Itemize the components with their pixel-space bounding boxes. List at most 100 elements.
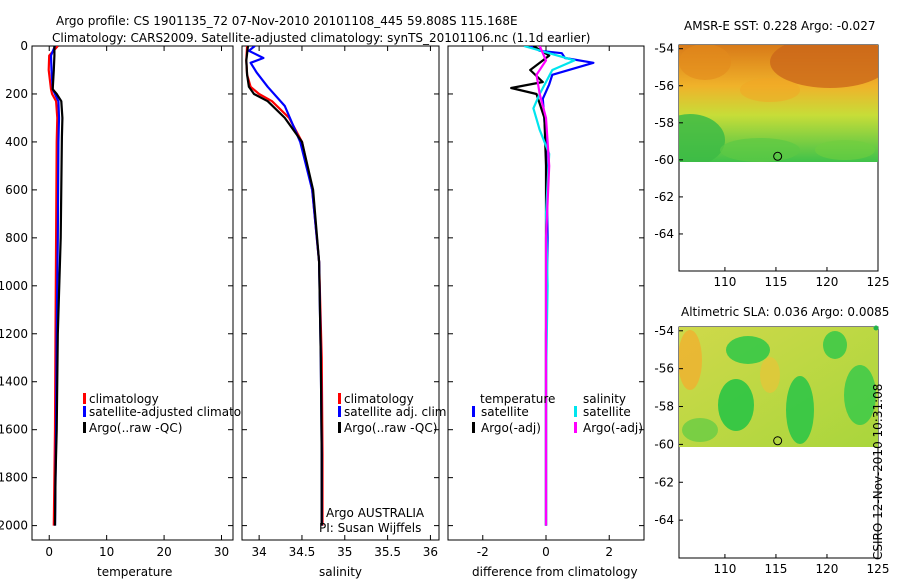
legend-swatch-salinity-argo [574, 422, 577, 433]
x-tick-label: 0 [542, 545, 550, 559]
difference-x-label: difference from climatology [472, 565, 638, 579]
sst-cool-patch [815, 140, 875, 160]
series-line [535, 46, 551, 526]
x-tick-label: 30 [214, 545, 229, 559]
map-y-tick-label: -62 [654, 475, 674, 489]
figure-title-line1: Argo profile: CS 1901135_72 07-Nov-2010 … [56, 14, 518, 28]
legend-label-climatology: climatology [89, 392, 159, 406]
sst-warm-core [770, 45, 878, 88]
map-x-tick-label: 115 [764, 562, 787, 576]
y-tick-label: 1400 [0, 375, 28, 389]
sst-map-axis-ticks: 110 115 120 125 -54 -56 -58 -60 -62 -64 [654, 42, 889, 289]
map-x-tick-label: 125 [867, 275, 890, 289]
legend-label-argo: Argo(..raw -QC) [344, 421, 437, 435]
sla-heatmap-field [679, 327, 878, 447]
legend-label-argo: Argo(..raw -QC) [89, 421, 182, 435]
sst-argo-position-marker [773, 151, 783, 161]
difference-axis-ticks: -2 0 2 [448, 45, 644, 559]
sst-cool-patch [679, 114, 725, 162]
temperature-panel: 0 10 20 30 0 200 400 600 800 1000 1200 1400 1600 1800… [0, 39, 267, 579]
x-tick-label: 20 [156, 545, 171, 559]
legend-header-salinity: salinity [583, 392, 626, 406]
legend-header-temperature: temperature [480, 392, 555, 406]
x-tick-label: 34.5 [289, 545, 316, 559]
sla-low-patch [786, 376, 814, 444]
map-x-tick-label: 115 [764, 275, 787, 289]
y-tick-label: 800 [5, 231, 28, 245]
map-y-tick-label: -56 [654, 79, 674, 93]
sla-map-panel: Altimetric SLA: 0.036 Argo: 0.0085 110 11… [654, 305, 889, 576]
pi-annotation: PI: Susan Wijffels [319, 521, 421, 535]
x-tick-label: 10 [99, 545, 114, 559]
sla-low-patch [682, 418, 718, 442]
legend-swatch-argo [338, 422, 341, 433]
sst-map-title: AMSR-E SST: 0.228 Argo: -0.027 [684, 19, 875, 33]
y-tick-label: 600 [5, 183, 28, 197]
sla-high-patch [760, 357, 780, 393]
legend-label-temperature-satellite: satellite [481, 405, 529, 419]
sla-map-title: Altimetric SLA: 0.036 Argo: 0.0085 [681, 305, 889, 319]
x-tick-label: 34 [251, 545, 266, 559]
sla-low-patch [844, 365, 876, 425]
map-y-tick-label: -54 [654, 42, 674, 56]
sla-low-patch [726, 336, 770, 364]
map-x-tick-label: 110 [713, 562, 736, 576]
salinity-axis-ticks: 34 34.5 35 35.5 36 [242, 45, 439, 559]
footer-timestamp: CSIRO 12-Nov-2010 10:31:08 [871, 383, 885, 560]
legend-swatch-satellite-adj [338, 406, 341, 417]
sst-heatmap-field [679, 45, 878, 162]
salinity-plot-frame [241, 45, 440, 541]
y-tick-label: 200 [5, 87, 28, 101]
map-y-tick-label: -58 [654, 400, 674, 414]
legend-label-satellite-adjusted: satellite-adjusted climatology [89, 405, 267, 419]
map-y-tick-label: -54 [654, 324, 674, 338]
sst-warm-patch [740, 78, 800, 102]
x-tick-label: 35.5 [374, 545, 401, 559]
map-y-tick-label: -60 [654, 437, 674, 451]
temperature-plot-frame [31, 45, 234, 541]
legend-label-satellite-adj: satellite adj. clim. [344, 405, 450, 419]
difference-legend: temperature salinity satellite Argo(-adj… [472, 392, 643, 435]
temperature-axis-ticks: 0 10 20 30 0 200 400 600 800 1000 1200 1400 1600 1800… [0, 39, 233, 559]
map-x-tick-label: 110 [713, 275, 736, 289]
legend-swatch-argo [83, 422, 86, 433]
map-y-tick-label: -64 [654, 227, 674, 241]
sst-warm-patch [679, 45, 731, 80]
legend-swatch-climatology [338, 393, 341, 404]
map-x-tick-label: 125 [867, 562, 890, 576]
difference-series [510, 46, 595, 526]
map-y-tick-label: -64 [654, 513, 674, 527]
series-line [245, 46, 323, 526]
x-tick-label: 2 [605, 545, 613, 559]
temperature-x-label: temperature [97, 565, 172, 579]
y-tick-label: 0 [20, 39, 28, 53]
map-y-tick-label: -56 [654, 362, 674, 376]
y-tick-label: 400 [5, 135, 28, 149]
figure-title-line2: Climatology: CARS2009. Satellite-adjuste… [52, 31, 590, 45]
legend-swatch-temperature-satellite [472, 406, 475, 417]
legend-label-climatology: climatology [344, 392, 414, 406]
y-tick-label: 1600 [0, 423, 28, 437]
x-tick-label: 0 [45, 545, 53, 559]
map-x-tick-label: 120 [816, 275, 839, 289]
map-y-tick-label: -58 [654, 116, 674, 130]
map-x-tick-label: 120 [816, 562, 839, 576]
legend-label-salinity-satellite: satellite [583, 405, 631, 419]
sla-map-axis-ticks: 110 115 120 125 -54 -56 -58 -60 -62 -64 [654, 324, 889, 576]
sst-cool-patch [720, 138, 800, 162]
temperature-series [47, 46, 64, 526]
map-y-tick-label: -60 [654, 153, 674, 167]
x-tick-label: -2 [477, 545, 489, 559]
legend-swatch-climatology [83, 393, 86, 404]
legend-swatch-temperature-argo [472, 422, 475, 433]
temperature-legend: climatology satellite-adjusted climatolo… [83, 392, 267, 435]
legend-swatch-salinity-satellite [574, 406, 577, 417]
y-tick-label: 1000 [0, 279, 28, 293]
legend-swatch-satellite-adjusted [83, 406, 86, 417]
salinity-series [245, 46, 324, 526]
sla-high-patch [679, 330, 702, 390]
x-tick-label: 36 [423, 545, 438, 559]
y-tick-label: 2000 [0, 519, 28, 533]
difference-panel: -2 0 2 temperature salinity satellite Argo… [447, 45, 645, 579]
